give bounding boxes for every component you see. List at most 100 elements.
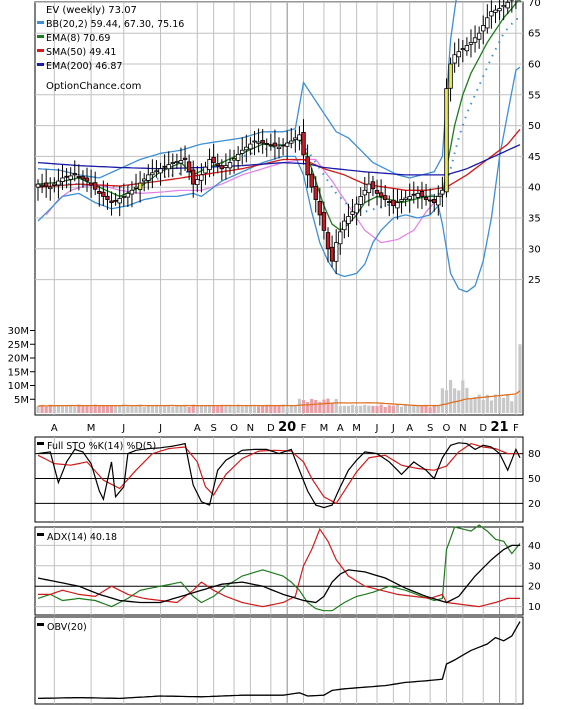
price-tick-label: 35: [528, 214, 541, 225]
volume-bar: [453, 388, 456, 413]
candle-body: [102, 192, 106, 196]
volume-bar: [85, 406, 88, 413]
candle-body: [318, 201, 322, 215]
candle-body: [81, 177, 85, 179]
candle-body: [371, 182, 375, 189]
volume-bar: [314, 400, 317, 413]
candle-body: [273, 143, 277, 146]
candle-body: [428, 200, 432, 201]
volume-bar: [61, 405, 64, 413]
x-tick-label: F: [513, 423, 519, 434]
x-tick-label: S: [427, 423, 433, 434]
candle-body: [322, 212, 326, 230]
candle-body: [142, 179, 146, 181]
volume-bar: [118, 406, 121, 413]
volume-bar: [212, 406, 215, 413]
x-tick-label: J: [121, 423, 125, 434]
candle-body: [457, 52, 461, 57]
x-tick-label: A: [406, 423, 413, 434]
candle-body: [163, 166, 167, 167]
candle-body: [375, 190, 379, 193]
candle-body: [363, 190, 367, 195]
volume-tick-label: 10M: [8, 381, 29, 392]
candle-body: [437, 196, 441, 205]
volume-bar: [437, 406, 440, 413]
volume-bar: [163, 405, 166, 413]
candle-body: [412, 194, 416, 195]
candle-body: [473, 38, 477, 42]
sto-tick-label: 80: [528, 449, 541, 460]
watermark: OptionChance.com: [46, 81, 141, 92]
volume-tick-label: 25M: [8, 340, 29, 351]
volume-bar: [90, 406, 93, 413]
adx-legend-swatch: [37, 533, 44, 536]
candle-body: [122, 196, 126, 197]
candle-body: [200, 175, 204, 180]
candle-body: [310, 174, 314, 187]
candle-body: [253, 141, 257, 142]
candle-body: [40, 185, 44, 186]
candle-body: [44, 183, 48, 186]
volume-bar: [65, 405, 68, 413]
price-tick-label: 25: [528, 275, 541, 286]
candle-body: [228, 163, 232, 168]
candle-body: [392, 200, 396, 206]
candle-body: [416, 193, 420, 197]
candle-body: [134, 187, 138, 188]
candle-body: [130, 190, 134, 194]
volume-tick-label: 20M: [8, 354, 29, 365]
price-tick-label: 60: [528, 60, 541, 71]
volume-bar: [171, 407, 174, 413]
volume-bar: [216, 406, 219, 413]
volume-bar: [155, 405, 158, 413]
candle-body: [281, 145, 285, 146]
volume-bar: [343, 406, 346, 413]
candle-body: [245, 147, 249, 150]
volume-bar: [465, 388, 468, 413]
candle-body: [167, 165, 171, 169]
volume-bar: [159, 406, 162, 413]
candle-body: [400, 200, 404, 202]
candle-body: [65, 176, 69, 177]
candle-body: [379, 193, 383, 197]
volume-bar: [102, 406, 105, 413]
candle-body: [404, 198, 408, 200]
volume-bar: [420, 405, 423, 413]
candle-body: [498, 9, 502, 11]
volume-bar: [106, 405, 109, 413]
candle-body: [85, 178, 89, 181]
legend-ema200-swatch: [37, 63, 44, 66]
volume-bar: [277, 406, 280, 413]
candle-body: [240, 150, 244, 153]
sto-legend-swatch: [37, 442, 44, 445]
volume-bar: [351, 405, 354, 413]
volume-bar: [469, 398, 472, 413]
candle-body: [285, 143, 289, 146]
candle-body: [294, 138, 298, 140]
volume-bar: [228, 406, 231, 413]
volume-bar: [224, 406, 227, 413]
candle-body: [302, 132, 306, 154]
x-tick-label: 21: [491, 420, 509, 435]
adx-tick-label: 30: [528, 561, 541, 572]
volume-bar: [404, 405, 407, 413]
volume-bar: [204, 406, 207, 413]
candle-body: [171, 163, 175, 164]
x-tick-label: O: [443, 423, 451, 434]
candle-body: [36, 184, 40, 187]
candle-body: [126, 193, 130, 197]
x-tick-label: A: [51, 423, 58, 434]
candle-body: [338, 232, 342, 244]
volume-bar: [388, 405, 391, 413]
candle-body: [453, 55, 457, 63]
x-tick-label: A: [337, 423, 344, 434]
candle-body: [179, 161, 183, 164]
volume-bar: [53, 405, 56, 413]
obv-panel-title: OBV(20): [47, 622, 87, 633]
x-tick-label: M: [320, 423, 329, 434]
candle-body: [146, 175, 150, 181]
candle-body: [224, 166, 228, 168]
volume-bar: [331, 403, 334, 413]
